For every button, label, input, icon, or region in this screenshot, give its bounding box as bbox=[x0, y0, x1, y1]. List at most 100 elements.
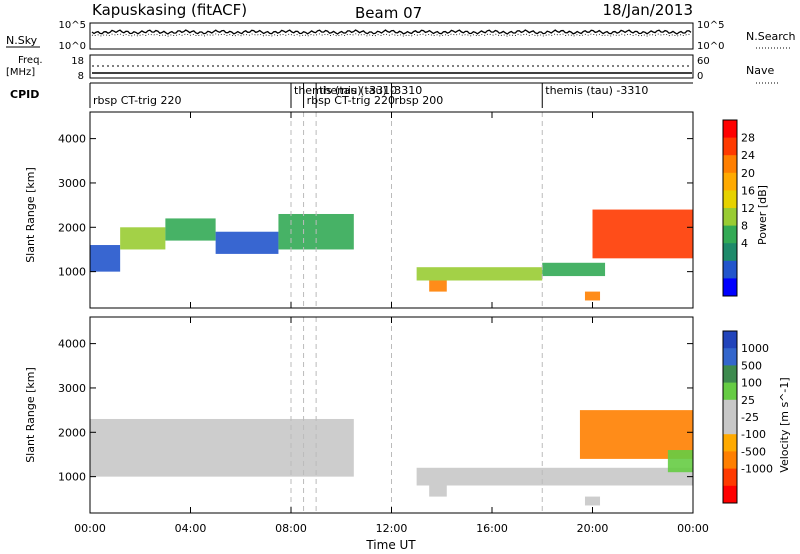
freq-tick-bottom: 8 bbox=[78, 71, 84, 82]
scatter-region bbox=[90, 418, 354, 477]
colorbar-tick-label: 100 bbox=[741, 377, 762, 390]
colorbar-tick-label: 16 bbox=[741, 184, 755, 197]
colorbar-segment bbox=[723, 120, 737, 139]
colorbar-segment bbox=[723, 172, 737, 191]
velocity-ylabel: Slant Range [km] bbox=[24, 367, 37, 463]
scatter-region bbox=[667, 450, 693, 473]
nave-tick-top: 60 bbox=[697, 56, 710, 67]
velocity-colorbar-label: Velocity [m s^-1] bbox=[778, 377, 791, 472]
sky-left-label: N.Sky bbox=[6, 34, 38, 47]
colorbar-tick-label: 1000 bbox=[741, 342, 769, 355]
freq-unit-label: [MHz] bbox=[6, 67, 35, 78]
scatter-region bbox=[592, 209, 693, 259]
velocity-panel: 1000 2000 3000 4000 Slant Range [km] 1000 50… bbox=[24, 316, 791, 514]
colorbar-tick-label: 25 bbox=[741, 394, 755, 407]
station-title: Kapuskasing (fitACF) bbox=[92, 1, 247, 19]
scatter-region bbox=[416, 467, 693, 486]
cpid-program-label: rbsp CT-trig 220 bbox=[307, 94, 395, 107]
y-tick-label: 3000 bbox=[58, 177, 86, 190]
scatter-region bbox=[542, 262, 606, 277]
power-ylabel: Slant Range [km] bbox=[24, 167, 37, 263]
freq-tick-top: 18 bbox=[71, 56, 84, 67]
colorbar-segment bbox=[723, 208, 737, 227]
colorbar-tick-label: 20 bbox=[741, 167, 755, 180]
time-axis-label: Time UT bbox=[365, 538, 416, 552]
colorbar-tick-label: 500 bbox=[741, 359, 762, 372]
nave-tick-bottom: 0 bbox=[697, 71, 703, 82]
sky-left-tick-bottom: 10^0 bbox=[59, 41, 86, 52]
colorbar-segment bbox=[723, 331, 737, 349]
time-tick-label: 08:00 bbox=[275, 522, 307, 535]
colorbar-tick-label: 24 bbox=[741, 149, 755, 162]
cpid-program-label: themis (tau) -3310 bbox=[294, 84, 397, 97]
colorbar-tick-label: -1000 bbox=[741, 463, 773, 476]
colorbar-segment bbox=[723, 417, 737, 435]
cpid-program-label: themis (tau) -3310 bbox=[319, 84, 422, 97]
cpid-program-label: rbsp 200 bbox=[395, 94, 444, 107]
power-colorbar-label: Power [dB] bbox=[756, 185, 769, 245]
colorbar-tick-label: 8 bbox=[741, 220, 748, 233]
scatter-region bbox=[429, 485, 447, 497]
colorbar-segment bbox=[723, 278, 737, 297]
power-panel: 1000 2000 3000 4000 Slant Range [km] 28 24 20… bbox=[24, 111, 769, 309]
freq-nave-panel: Freq. [MHz] 18 8 60 0 Nave bbox=[6, 54, 780, 84]
time-tick-label: 12:00 bbox=[376, 522, 408, 535]
colorbar-tick-label: 4 bbox=[741, 237, 748, 250]
time-tick-label: 20:00 bbox=[577, 522, 609, 535]
colorbar-segment bbox=[723, 399, 737, 418]
sky-left-tick-top: 10^5 bbox=[59, 20, 86, 31]
colorbar-frame bbox=[722, 119, 738, 297]
y-tick-label: 1000 bbox=[58, 266, 86, 279]
scatter-region bbox=[429, 280, 447, 292]
colorbar-segment bbox=[723, 485, 737, 504]
colorbar-segment bbox=[723, 190, 737, 209]
colorbar-tick-label: -500 bbox=[741, 445, 766, 458]
colorbar-segment bbox=[723, 348, 737, 366]
time-tick-label: 00:00 bbox=[677, 522, 709, 535]
scatter-region bbox=[120, 227, 166, 250]
y-tick-label: 2000 bbox=[58, 426, 86, 439]
colorbar-segment bbox=[723, 365, 737, 384]
scatter-region bbox=[584, 291, 601, 301]
colorbar-tick-label: -100 bbox=[741, 428, 766, 441]
colorbar-frame bbox=[722, 330, 738, 504]
beam-title: Beam 07 bbox=[355, 4, 422, 22]
y-tick-label: 3000 bbox=[58, 382, 86, 395]
cpid-label: CPID bbox=[10, 88, 39, 101]
time-tick-label: 00:00 bbox=[74, 522, 106, 535]
colorbar-segment bbox=[723, 243, 737, 262]
sky-right-tick-top: 10^5 bbox=[697, 20, 724, 31]
scatter-region bbox=[584, 496, 601, 506]
nave-label: Nave bbox=[746, 64, 774, 77]
colorbar-segment bbox=[723, 468, 737, 487]
colorbar-segment bbox=[723, 225, 737, 244]
freq-label: Freq. bbox=[18, 55, 43, 66]
colorbar-segment bbox=[723, 155, 737, 174]
colorbar-tick-label: -25 bbox=[741, 411, 759, 424]
scatter-region bbox=[215, 231, 279, 254]
y-tick-label: 1000 bbox=[58, 471, 86, 484]
search-noise-line bbox=[91, 33, 692, 37]
colorbar-segment bbox=[723, 137, 737, 156]
time-tick-label: 16:00 bbox=[476, 522, 508, 535]
sky-noise-panel: N.Sky 10^5 10^0 10^5 10^0 N.Search bbox=[6, 20, 796, 52]
colorbar-segment bbox=[723, 382, 737, 401]
date-title: 18/Jan/2013 bbox=[603, 1, 694, 19]
y-tick-label: 4000 bbox=[58, 338, 86, 351]
cpid-program-label: rbsp CT-trig 220 bbox=[93, 94, 181, 107]
colorbar-tick-label: 28 bbox=[741, 132, 755, 145]
y-tick-label: 2000 bbox=[58, 221, 86, 234]
colorbar-segment bbox=[723, 434, 737, 452]
scatter-region bbox=[416, 267, 543, 281]
time-tick-label: 04:00 bbox=[175, 522, 207, 535]
sky-right-tick-bottom: 10^0 bbox=[697, 41, 724, 52]
colorbar-segment bbox=[723, 451, 737, 470]
scatter-region bbox=[165, 218, 216, 241]
cpid-program-label: themis (tau) -3310 bbox=[545, 84, 648, 97]
colorbar-tick-label: 12 bbox=[741, 202, 755, 215]
scatter-region bbox=[90, 245, 121, 272]
sky-right-label: N.Search bbox=[746, 30, 796, 43]
sky-noise-line bbox=[91, 29, 692, 35]
